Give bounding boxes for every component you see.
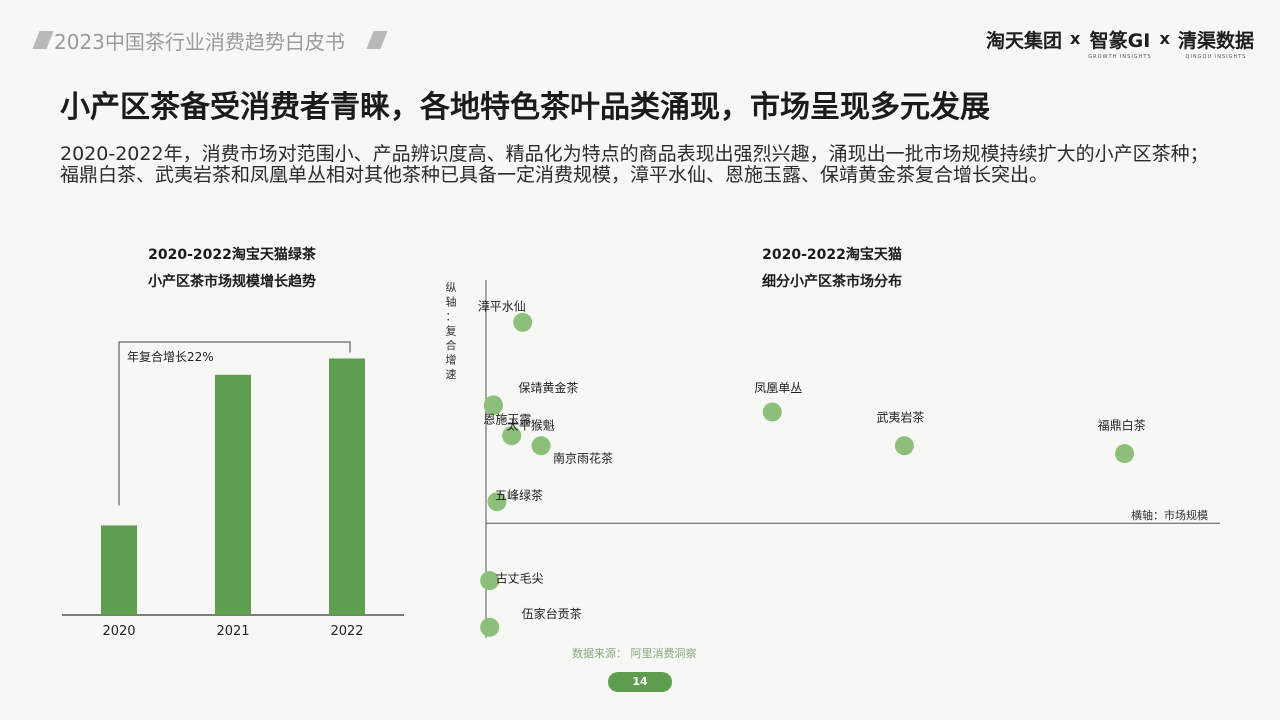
bar-chart-title: 2020-2022淘宝天猫绿茶 小产区茶市场规模增长趋势 [62,242,402,296]
scatter-y-axis-label: 纵轴：复合增速 [446,281,457,381]
brand-gi-block: 智篆GI GROWTH INSIGHTS [1088,26,1151,60]
scatter-point-五峰绿茶 [487,492,507,512]
scatter-point-label: 福鼎白茶 [1098,418,1146,433]
page-number-badge: 14 [608,672,672,692]
scatter-point-label: 伍家台贡茶 [522,606,582,621]
scatter-point-漳平水仙 [513,312,533,332]
scatter-point-古丈毛尖 [480,571,500,591]
brand-gi: 智篆GI [1089,30,1151,52]
scatter-point-label: 保靖黄金茶 [518,380,578,395]
scatter-point-南京雨花茶 [531,436,551,456]
bar-x-tick-label: 2022 [330,624,363,639]
scatter-point-武夷岩茶 [894,436,914,456]
bar-2022 [329,358,365,615]
brand-qingqu: 清渠数据 [1177,30,1254,52]
page-headline: 小产区茶备受消费者青睐，各地特色茶叶品类涌现，市场呈现多元发展 [60,90,990,125]
scatter-chart-title-line2: 细分小产区茶市场分布 [762,274,902,290]
scatter-point-凤凰单丛 [762,402,782,422]
title-slash-right [366,31,388,49]
scatter-point-label: 恩施玉露 [483,413,531,427]
brand-qingqu-block: 清渠数据 QINGQU INSIGHTS [1178,26,1254,60]
scatter-chart: 横轴：市场规模 纵轴：复合增速 漳平水仙保靖黄金茶恩施玉露太平猴魁南京雨花茶五峰绿茶… [446,280,1220,638]
scatter-point-label: 古丈毛尖 [496,571,544,586]
bar-2021 [215,374,251,615]
brand-separator: x [1159,29,1170,48]
bar-chart-title-line2: 小产区茶市场规模增长趋势 [148,274,316,290]
summary-paragraph: 2020-2022年，消费市场对范围小、产品辨识度高、精品化为特点的商品表现出强… [60,143,1209,186]
scatter-point-label: 太平猴魁 [507,418,555,433]
scatter-point-label: 五峰绿茶 [495,488,543,503]
brand-separator: x [1069,29,1081,48]
scatter-chart-title-line1: 2020-2022淘宝天猫 [762,247,902,263]
scatter-point-恩施玉露 [483,396,503,416]
scatter-point-福鼎白茶 [1115,444,1135,464]
growth-bracket [118,341,351,506]
bar-chart-title-line1: 2020-2022淘宝天猫绿茶 [148,247,316,263]
scatter-x-axis-label: 横轴：市场规模 [1131,508,1208,522]
scatter-point-label: 漳平水仙 [478,298,526,313]
brand-taotian: 淘天集团 [985,30,1062,52]
data-source: 数据来源： 阿里消费洞察 [572,647,697,660]
brand-qingqu-tagline: QINGQU INSIGHTS [1185,54,1247,60]
scatter-point-label: 南京雨花茶 [553,451,613,466]
scatter-point-label: 凤凰单丛 [754,381,802,395]
scatter-point-伍家台贡茶 [480,617,500,637]
scatter-chart-title: 2020-2022淘宝天猫 细分小产区茶市场分布 [662,242,1002,296]
title-slash-left [32,31,54,49]
bar-x-tick-label: 2021 [216,624,249,639]
bar-x-tick-label: 2020 [102,624,135,639]
scatter-point-label: 武夷岩茶 [876,410,924,425]
bar-2020 [101,525,137,615]
report-title: 2023中国茶行业消费趋势白皮书 [54,30,345,54]
scatter-point-太平猴魁 [502,426,522,446]
bar-chart: 2020 2021 2022 年复合增长22% [62,341,404,639]
growth-annotation: 年复合增长22% [127,349,214,364]
brand-gi-tagline: GROWTH INSIGHTS [1088,54,1152,60]
brand-logos: 淘天集团 x 智篆GI GROWTH INSIGHTS x 清渠数据 QINGQ… [986,26,1254,60]
